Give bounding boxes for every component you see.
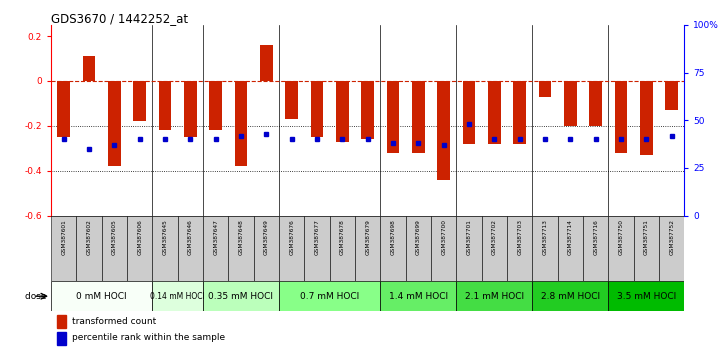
Text: GSM387601: GSM387601 [61, 219, 66, 255]
Bar [285, 81, 298, 119]
Text: 0.14 mM HOCl: 0.14 mM HOCl [150, 292, 205, 301]
Bar [412, 81, 424, 153]
Bar [76, 216, 102, 281]
Bar [336, 81, 349, 142]
Text: 1.4 mM HOCl: 1.4 mM HOCl [389, 292, 448, 301]
Bar [178, 216, 203, 281]
Text: GDS3670 / 1442252_at: GDS3670 / 1442252_at [51, 12, 188, 25]
Text: 2.8 mM HOCl: 2.8 mM HOCl [541, 292, 600, 301]
Text: GSM387750: GSM387750 [619, 219, 623, 255]
Text: GSM387605: GSM387605 [112, 219, 116, 255]
Text: GSM387713: GSM387713 [542, 219, 547, 255]
Bar [532, 216, 558, 281]
Bar [210, 81, 222, 130]
Bar [203, 216, 229, 281]
Bar [564, 81, 577, 126]
Bar [539, 81, 551, 97]
Text: GSM387702: GSM387702 [492, 219, 496, 255]
Bar [304, 216, 330, 281]
Bar [640, 81, 652, 155]
Text: GSM387714: GSM387714 [568, 219, 573, 255]
Bar [355, 216, 380, 281]
Bar [279, 281, 380, 311]
Text: GSM387679: GSM387679 [365, 219, 370, 255]
Bar [507, 216, 532, 281]
Bar [659, 216, 684, 281]
Bar [152, 281, 203, 311]
Bar [482, 216, 507, 281]
Bar [127, 216, 152, 281]
Text: GSM387700: GSM387700 [441, 219, 446, 255]
Bar [361, 81, 374, 139]
Bar [83, 56, 95, 81]
Bar [133, 81, 146, 121]
Text: transformed count: transformed count [72, 316, 156, 326]
Bar [152, 216, 178, 281]
Bar [583, 216, 609, 281]
Bar [590, 81, 602, 126]
Text: GSM387703: GSM387703 [517, 219, 522, 255]
Bar [102, 216, 127, 281]
Bar [108, 81, 121, 166]
Bar [456, 216, 482, 281]
Bar [633, 216, 659, 281]
Text: percentile rank within the sample: percentile rank within the sample [72, 333, 225, 342]
Bar [665, 81, 678, 110]
Bar [380, 281, 456, 311]
Bar [387, 81, 399, 153]
Text: dose: dose [25, 292, 50, 301]
Text: GSM387648: GSM387648 [239, 219, 243, 255]
Text: GSM387647: GSM387647 [213, 219, 218, 255]
Bar [260, 45, 272, 81]
Bar [58, 332, 66, 345]
Bar [609, 216, 633, 281]
Bar [438, 81, 450, 180]
Bar [558, 216, 583, 281]
Text: GSM387646: GSM387646 [188, 219, 193, 255]
Text: 0.35 mM HOCl: 0.35 mM HOCl [208, 292, 274, 301]
Bar [159, 81, 171, 130]
Text: GSM387602: GSM387602 [87, 219, 92, 255]
Text: 2.1 mM HOCl: 2.1 mM HOCl [464, 292, 524, 301]
Bar [609, 281, 684, 311]
Bar [380, 216, 405, 281]
Bar [405, 216, 431, 281]
Bar [203, 281, 279, 311]
Bar [184, 81, 197, 137]
Text: GSM387649: GSM387649 [264, 219, 269, 255]
Bar [51, 281, 152, 311]
Bar [456, 281, 532, 311]
Bar [234, 81, 248, 166]
Bar [253, 216, 279, 281]
Text: GSM387701: GSM387701 [467, 219, 472, 255]
Bar [51, 216, 76, 281]
Text: GSM387676: GSM387676 [289, 219, 294, 255]
Text: GSM387699: GSM387699 [416, 219, 421, 255]
Text: 0 mM HOCl: 0 mM HOCl [76, 292, 127, 301]
Bar [229, 216, 253, 281]
Text: GSM387645: GSM387645 [162, 219, 167, 255]
Text: 0.7 mM HOCl: 0.7 mM HOCl [300, 292, 359, 301]
Text: GSM387678: GSM387678 [340, 219, 345, 255]
Text: GSM387677: GSM387677 [314, 219, 320, 255]
Text: GSM387698: GSM387698 [390, 219, 395, 255]
Bar [58, 315, 66, 328]
Bar [58, 81, 70, 137]
Text: GSM387606: GSM387606 [137, 219, 142, 255]
Text: 3.5 mM HOCl: 3.5 mM HOCl [617, 292, 676, 301]
Bar [532, 281, 609, 311]
Bar [311, 81, 323, 137]
Text: GSM387751: GSM387751 [644, 219, 649, 255]
Bar [279, 216, 304, 281]
Bar [614, 81, 628, 153]
Text: GSM387716: GSM387716 [593, 219, 598, 255]
Text: GSM387752: GSM387752 [669, 219, 674, 255]
Bar [431, 216, 456, 281]
Bar [463, 81, 475, 144]
Bar [330, 216, 355, 281]
Bar [488, 81, 501, 144]
Bar [513, 81, 526, 144]
